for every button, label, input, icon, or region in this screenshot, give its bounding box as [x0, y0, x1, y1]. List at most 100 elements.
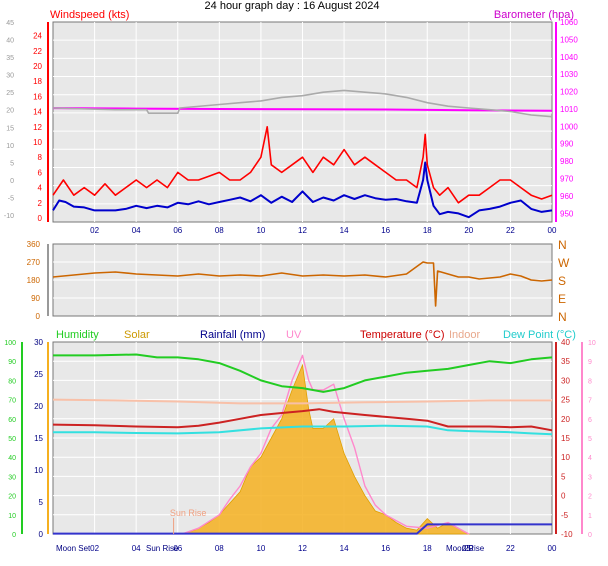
humidity-tick: 50: [8, 436, 16, 443]
rain-tick: 15: [34, 434, 43, 443]
x-tick-label: 06: [173, 544, 182, 553]
rain-tick: 5: [39, 498, 44, 507]
humidity-tick: 60: [8, 417, 16, 424]
compass-label: S: [558, 274, 566, 288]
outer-left-tick: 20: [6, 108, 14, 115]
x-tick-label: 20: [464, 226, 473, 235]
temp-tick: 40: [561, 338, 570, 347]
outer-left-tick: 15: [6, 125, 14, 132]
uv-header: UV: [286, 329, 302, 341]
baro-axis-title: Barometer (hpa): [494, 9, 574, 21]
x-tick-label: 18: [423, 226, 432, 235]
humidity-tick: 100: [4, 340, 16, 347]
baro-tick: 970: [560, 175, 574, 184]
baro-tick: 960: [560, 192, 574, 201]
humidity-tick: 90: [8, 359, 16, 366]
outer-left-tick: 0: [10, 178, 14, 185]
direction-tick: 0: [36, 312, 41, 321]
x-tick-label: 10: [256, 544, 265, 553]
x-tick-label: 20: [464, 544, 473, 553]
x-tick-label: 04: [132, 226, 141, 235]
humidity-tick: 30: [8, 474, 16, 481]
direction-tick: 180: [27, 276, 41, 285]
uv-tick: 7: [588, 398, 592, 405]
outer-left-tick: 25: [6, 90, 14, 97]
dewpoint-line: [53, 424, 553, 436]
baro-tick: 950: [560, 209, 574, 218]
uv-tick: 8: [588, 378, 592, 385]
x-tick-label: 02: [90, 544, 99, 553]
temp-tick: -10: [561, 530, 573, 539]
wind_avg-line: [52, 161, 553, 219]
indoor-header: Indoor: [449, 329, 481, 341]
rain-tick: 20: [34, 402, 43, 411]
wind-tick: 22: [33, 47, 42, 56]
humidity-tick: 70: [8, 398, 16, 405]
uv-tick: 2: [588, 494, 592, 501]
outer-left-tick: -10: [4, 213, 14, 220]
direction-line: [52, 261, 553, 307]
x-tick-label: 16: [381, 544, 390, 553]
x-tick-label: 08: [215, 226, 224, 235]
uv-tick: 3: [588, 474, 592, 481]
wind-tick: 12: [33, 123, 42, 132]
baro-tick: 1050: [560, 35, 578, 44]
wind-tick: 0: [38, 214, 43, 223]
x-tick-label: 04: [132, 544, 141, 553]
wind_speed-line: [52, 126, 553, 204]
x-tick-label: 08: [215, 544, 224, 553]
x-tick-label: 22: [506, 226, 515, 235]
uv-tick: 4: [588, 455, 592, 462]
x-tick-label: 22: [506, 544, 515, 553]
x-tick-label: 18: [423, 544, 432, 553]
rainfall-header: Rainfall (mm): [200, 329, 265, 341]
wind-tick: 16: [33, 92, 42, 101]
baro-tick: 1000: [560, 122, 578, 131]
wind-tick: 20: [33, 62, 42, 71]
uv-tick: 0: [588, 532, 592, 539]
wind-axis-title: Windspeed (kts): [50, 9, 129, 21]
compass-label: W: [558, 256, 570, 270]
temperature-line: [52, 408, 553, 432]
x-tick-label: 02: [90, 226, 99, 235]
outer-left-tick: 35: [6, 55, 14, 62]
outer-left-tick: 45: [6, 20, 14, 27]
x-tick-label: 00: [548, 226, 557, 235]
extra-tick-label: 25: [462, 544, 471, 553]
x-tick-label: 06: [173, 226, 182, 235]
solar-header: Solar: [124, 329, 150, 341]
wind-tick: 4: [38, 184, 43, 193]
compass-label: N: [558, 238, 567, 252]
wind-tick: 14: [33, 108, 42, 117]
temp-tick: 15: [561, 434, 570, 443]
gust_grey-line: [52, 89, 553, 118]
wind-tick: 24: [33, 32, 42, 41]
sun-rise-label: Sun Rise: [146, 544, 179, 553]
baro-tick: 1040: [560, 53, 578, 62]
uv-tick: 1: [588, 513, 592, 520]
indoor-line: [52, 398, 552, 405]
rain-tick: 30: [34, 338, 43, 347]
temp-tick: -5: [561, 511, 569, 520]
temp-tick: 30: [561, 376, 570, 385]
direction-tick: 90: [31, 294, 40, 303]
outer-left-tick: 40: [6, 38, 14, 45]
rain-tick: 0: [39, 530, 44, 539]
baro-tick: 1020: [560, 88, 578, 97]
rain-tick: 25: [34, 370, 43, 379]
rain-tick: 10: [34, 466, 43, 475]
uv-tick: 9: [588, 359, 592, 366]
uv-tick: 6: [588, 417, 592, 424]
wind-tick: 6: [38, 168, 43, 177]
solar-area: [181, 363, 471, 535]
outer-left-tick: 10: [6, 143, 14, 150]
baro-tick: 980: [560, 157, 574, 166]
baro-tick: 1060: [560, 18, 578, 27]
outer-left-tick: -5: [8, 195, 14, 202]
humidity-header: Humidity: [56, 329, 99, 341]
dewpoint-header: Dew Point (°C): [503, 329, 576, 341]
moon-set-label: Moon Set: [56, 544, 91, 553]
temp-tick: 10: [561, 453, 570, 462]
moon-rise-label: Moon Rise: [446, 544, 485, 553]
x-tick-label: 10: [256, 226, 265, 235]
